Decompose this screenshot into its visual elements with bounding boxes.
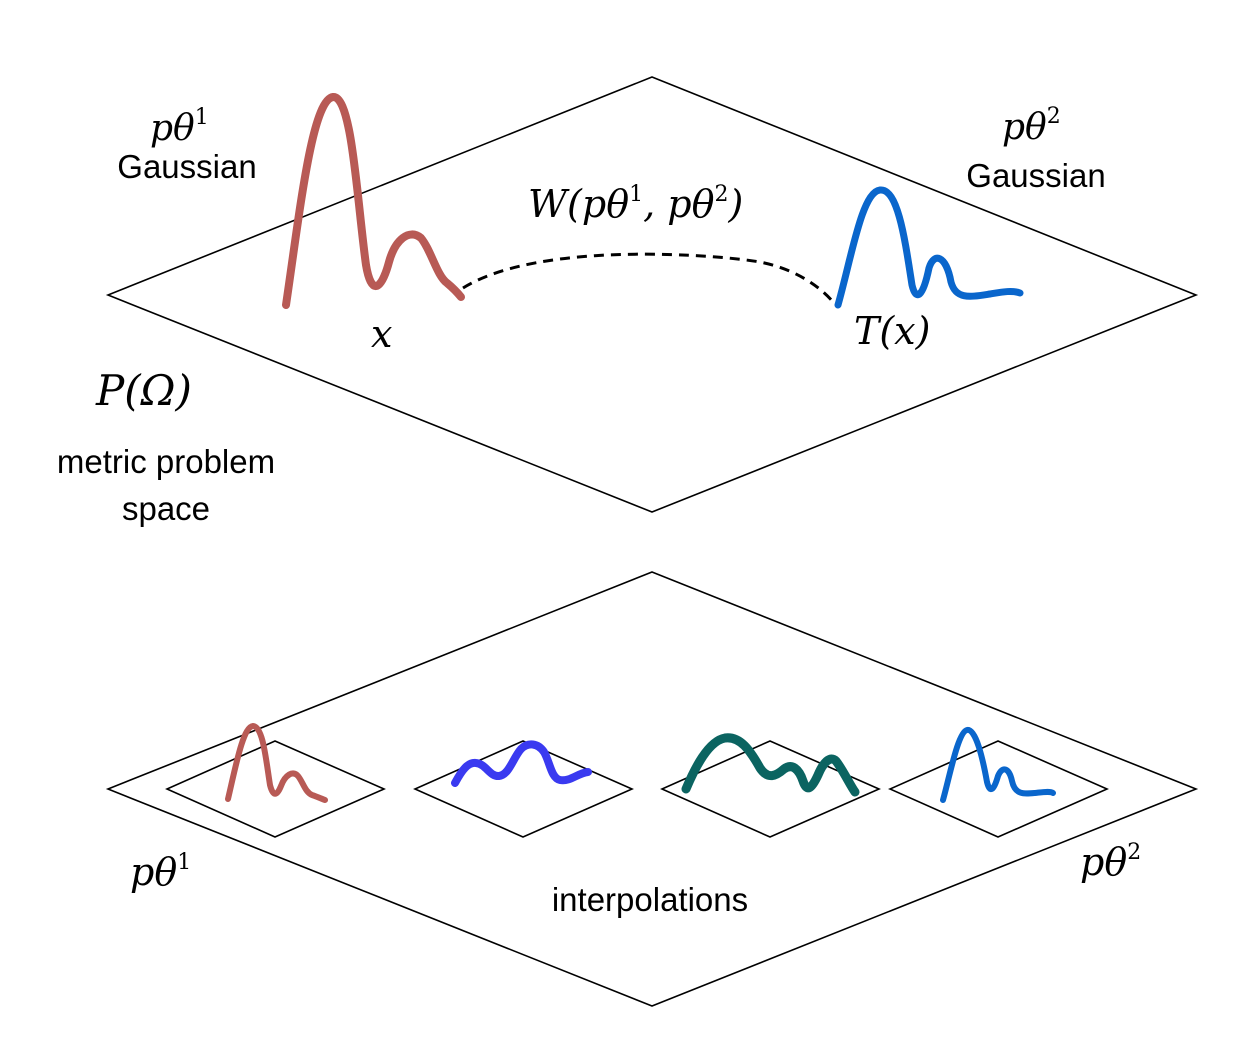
sub-plane-4	[888, 740, 1109, 838]
top-plane	[105, 76, 1199, 513]
space-symbol-label: P(Ω)	[95, 366, 192, 415]
sub-plane-3	[660, 740, 881, 838]
interpolation-curve-2	[451, 740, 592, 787]
top-left-math-label: pθ1	[150, 105, 209, 149]
point-tx-label: T(x)	[854, 309, 930, 353]
interpolations-caption: interpolations	[552, 881, 748, 918]
top-right-gaussian-label: Gaussian	[966, 157, 1105, 194]
space-caption-line1: metric problem	[57, 443, 275, 480]
source-distribution-curve	[282, 93, 465, 309]
interpolation-curve-1	[225, 723, 328, 803]
top-right-math-label: pθ2	[1002, 104, 1061, 148]
point-x-label: x	[371, 312, 392, 356]
wasserstein-distance-label: W(pθ1, pθ2)	[528, 182, 743, 226]
interpolation-curve-4	[940, 727, 1056, 803]
bottom-left-math-label: pθ1	[130, 850, 191, 894]
transport-arc	[462, 252, 836, 304]
sub-plane-1	[165, 740, 386, 838]
target-distribution-curve	[834, 186, 1024, 309]
top-left-gaussian-label: Gaussian	[117, 148, 256, 185]
bottom-right-math-label: pθ2	[1080, 840, 1141, 884]
sub-plane-2	[413, 740, 634, 838]
interpolation-curve-3	[681, 733, 860, 797]
bottom-plane	[105, 571, 1199, 1007]
space-caption-line2: space	[122, 490, 210, 527]
